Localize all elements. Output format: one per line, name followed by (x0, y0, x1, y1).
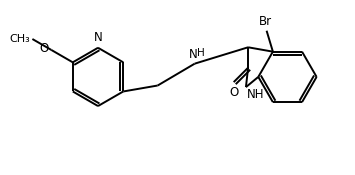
Text: H: H (197, 48, 205, 58)
Text: N: N (189, 48, 198, 61)
Text: O: O (229, 86, 238, 99)
Text: NH: NH (247, 88, 265, 102)
Text: O: O (39, 42, 49, 55)
Text: CH₃: CH₃ (9, 34, 30, 44)
Text: N: N (94, 32, 102, 44)
Text: Br: Br (259, 15, 272, 28)
